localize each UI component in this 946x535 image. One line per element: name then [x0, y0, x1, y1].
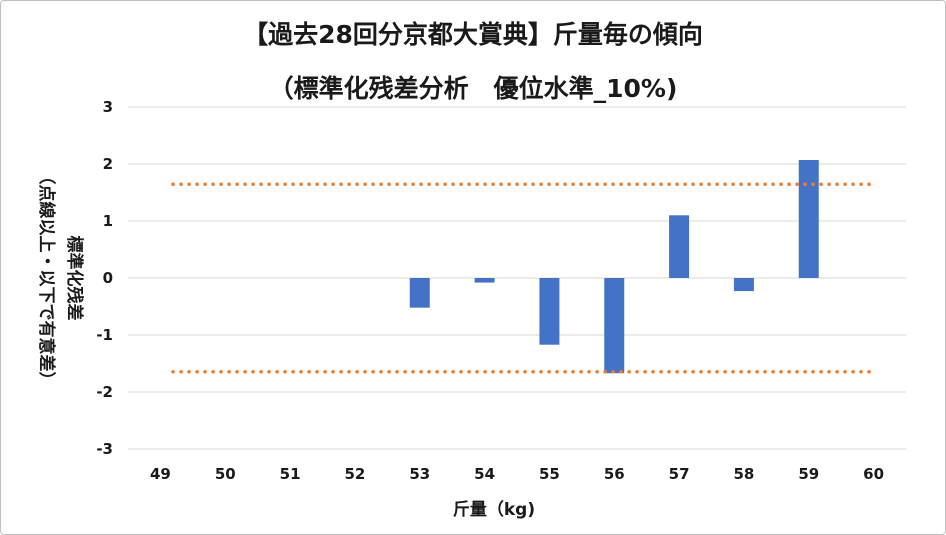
x-tick-label: 57	[669, 465, 690, 483]
bar-58	[733, 278, 754, 292]
x-tick-label: 59	[798, 465, 819, 483]
x-axis-title: 斤量（kg)	[453, 499, 535, 520]
x-tick-label: 55	[539, 465, 560, 483]
bar-59	[798, 160, 819, 278]
bar-57	[669, 215, 690, 278]
x-tick-label: 54	[474, 465, 495, 483]
x-tick-label: 58	[733, 465, 754, 483]
y-tick-labels: 3 2 1 0 -1 -2 -3	[96, 98, 113, 458]
x-tick-label: 49	[150, 465, 171, 483]
y-tick-label: 1	[103, 212, 113, 230]
y-axis-title: 標準化残差	[64, 236, 85, 321]
y-tick-label: -2	[96, 383, 113, 401]
y-axis-note: （点線以上・以下で有意差）	[36, 168, 57, 389]
bar-55	[539, 278, 560, 345]
bar-54	[474, 278, 495, 283]
bar-53	[409, 278, 430, 308]
x-tick-labels: 49 50 51 52 53 54 55 56 57 58 59 60	[150, 465, 884, 483]
x-tick-label: 50	[215, 465, 236, 483]
chart-subtitle: （標準化残差分析 優位水準_10%)	[268, 74, 678, 103]
y-tick-label: 0	[103, 269, 113, 287]
x-tick-label: 53	[409, 465, 430, 483]
threshold-lines	[171, 182, 879, 374]
bars	[409, 160, 819, 374]
y-tick-label: -3	[96, 440, 113, 458]
y-tick-label: 2	[103, 155, 113, 173]
x-tick-label: 51	[280, 465, 301, 483]
y-tick-label: -1	[96, 326, 113, 344]
chart-title: 【過去28回分京都大賞典】斤量毎の傾向	[243, 20, 703, 49]
y-tick-label: 3	[103, 98, 113, 116]
x-tick-label: 56	[604, 465, 625, 483]
bar-56	[604, 278, 625, 374]
x-tick-label: 60	[863, 465, 884, 483]
gridlines	[128, 106, 906, 450]
x-tick-label: 52	[344, 465, 365, 483]
